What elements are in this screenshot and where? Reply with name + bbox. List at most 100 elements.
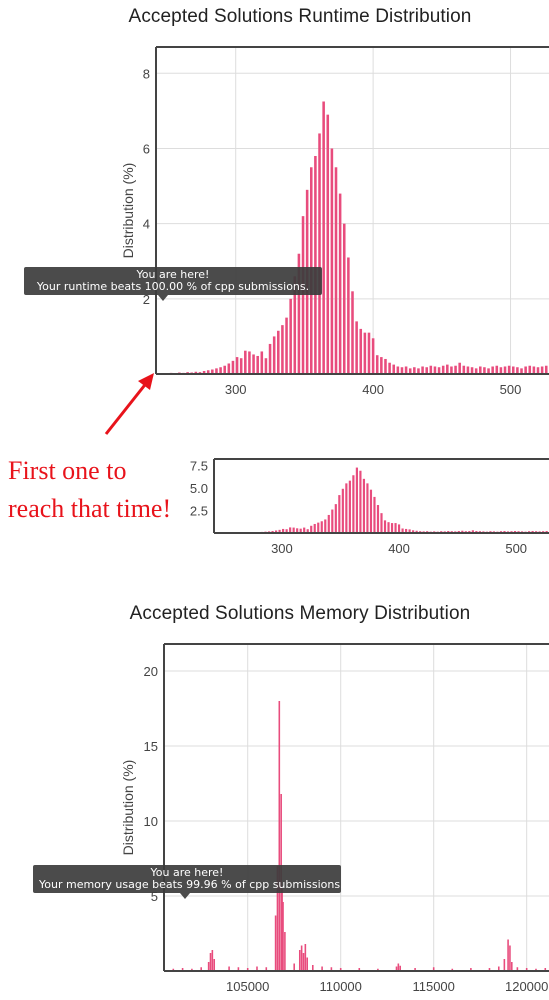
bar — [248, 351, 251, 374]
bar — [285, 529, 288, 533]
runtime-overview-chart[interactable]: 300 400 500 2.5 5.0 7.5 — [0, 0, 549, 560]
bar — [206, 370, 210, 374]
bar — [408, 529, 411, 533]
bar — [306, 957, 309, 971]
x-tick-label: 300 — [271, 541, 293, 556]
x-tick-label: 120000 — [505, 979, 548, 994]
bar — [292, 527, 295, 533]
y-tick-label: 7.5 — [190, 458, 208, 473]
x-tick-label: 300 — [225, 382, 247, 397]
bar — [528, 365, 532, 374]
bar — [437, 367, 441, 374]
bar — [281, 325, 284, 374]
bar — [347, 257, 350, 374]
bar — [544, 968, 547, 971]
bar — [366, 483, 369, 533]
y-tick-label: 15 — [144, 739, 158, 754]
bar — [209, 953, 212, 971]
bar — [277, 330, 280, 374]
bar — [450, 366, 453, 374]
bar — [281, 888, 283, 971]
bar — [215, 368, 218, 374]
bar — [320, 521, 323, 533]
bar — [470, 367, 474, 374]
bar — [317, 522, 320, 533]
bar — [390, 523, 394, 533]
annotation-text: First one to reach that time! — [8, 452, 171, 528]
bar — [462, 365, 466, 374]
y-tick-label: 5 — [151, 889, 158, 904]
bar — [285, 317, 288, 374]
bar — [516, 967, 519, 971]
annotation-line-1: First one to — [8, 456, 127, 485]
bar — [338, 193, 342, 374]
bar — [293, 276, 297, 374]
bar — [256, 355, 259, 374]
bar — [433, 366, 437, 374]
bar — [395, 966, 398, 971]
bar — [228, 966, 230, 971]
bar — [355, 467, 358, 533]
runtime-chart-title: Accepted Solutions Runtime Distribution — [128, 6, 472, 27]
bar — [388, 362, 391, 374]
x-tick-label: 500 — [500, 382, 522, 397]
bar — [507, 365, 511, 374]
bar — [397, 524, 401, 533]
bar — [397, 963, 400, 971]
bar — [321, 966, 323, 971]
bar — [223, 365, 226, 374]
bar — [415, 530, 418, 533]
bar — [181, 968, 184, 971]
bar — [284, 932, 286, 971]
bar — [265, 967, 268, 971]
bar — [274, 530, 278, 533]
bar — [306, 529, 309, 533]
runtime-chart: 300 400 500 2 4 6 8 Distribution (%) — [120, 46, 549, 397]
bar — [491, 366, 494, 374]
x-tick-label: 105000 — [226, 979, 269, 994]
bar — [301, 216, 305, 374]
y-tick-label: 8 — [143, 66, 150, 81]
bar — [383, 520, 387, 533]
bar — [330, 967, 333, 971]
bar — [268, 343, 272, 374]
bar — [408, 368, 412, 374]
runtime-tooltip-heading: You are here! — [136, 268, 210, 281]
memory-tooltip-heading: You are here! — [150, 866, 224, 879]
y-tick-label: 6 — [143, 141, 150, 156]
bar — [334, 504, 337, 533]
bar — [525, 968, 528, 971]
bar — [503, 959, 506, 971]
runtime-tooltip: You are here! Your runtime beats 100.00 … — [24, 267, 322, 301]
bar — [296, 528, 299, 533]
bar — [341, 488, 344, 533]
bar — [507, 939, 509, 971]
bar — [207, 962, 210, 971]
y-axis-label: Distribution (%) — [120, 163, 136, 259]
bar — [380, 357, 383, 374]
bar — [324, 519, 327, 533]
bar — [352, 475, 355, 533]
bar — [310, 525, 313, 533]
bar — [432, 967, 435, 971]
bar — [264, 358, 268, 374]
y-tick-label: 2 — [143, 292, 150, 307]
bar — [211, 950, 214, 971]
bar — [252, 354, 255, 374]
bar — [375, 355, 379, 374]
x-tick-label: 500 — [505, 541, 527, 556]
bar — [417, 368, 420, 374]
bar — [544, 365, 548, 374]
x-tick-label: 400 — [362, 382, 384, 397]
bar — [470, 968, 472, 971]
bar — [194, 371, 198, 374]
bar — [540, 366, 544, 374]
bar — [239, 358, 243, 374]
bar — [339, 968, 342, 971]
bar — [429, 365, 433, 374]
bar — [227, 363, 231, 374]
bar — [371, 338, 375, 374]
y-axis-label: Distribution (%) — [120, 760, 136, 856]
bar — [302, 953, 305, 971]
bar — [414, 968, 416, 971]
